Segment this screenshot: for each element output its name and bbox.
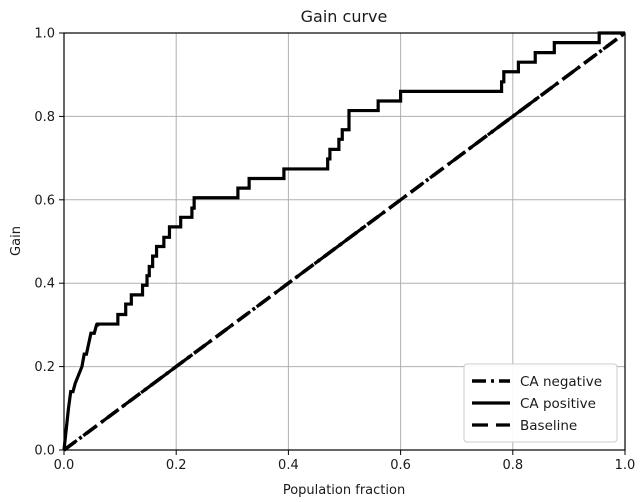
chart-title: Gain curve [301,7,388,26]
legend-box [463,363,618,443]
series-line-ca-negative [62,31,627,452]
y-tick-label: 0.2 [34,360,55,375]
legend-label: Baseline [520,418,577,434]
y-tick-label: 0.6 [34,193,55,208]
series-layer [62,31,627,452]
x-tick-label: 1.0 [615,458,636,473]
axis-ticks: 0.0 0.2 0.4 0.6 0.8 1.0 0.0 0.2 0.4 0.6 0.8 1.0 [34,27,635,474]
legend-label: CA positive [520,396,596,412]
y-tick-label: 0.4 [34,277,55,292]
legend-label: CA negative [520,374,602,390]
x-tick-label: 0.2 [166,458,187,473]
x-axis-label: Population fraction [283,483,405,498]
y-tick-label: 0.0 [34,444,55,459]
legend: CA negative CA positive Baseline [463,363,618,443]
x-tick-label: 0.8 [502,458,523,473]
x-tick-label: 0.0 [54,458,75,473]
x-tick-label: 0.6 [390,458,411,473]
y-tick-label: 1.0 [34,27,55,42]
x-tick-label: 0.4 [278,458,299,473]
y-tick-label: 0.8 [34,110,55,125]
plot-frame [63,32,626,451]
y-axis-label: Gain [9,226,24,256]
series-line-ca-positive [62,31,625,451]
series-line-baseline [63,31,626,452]
